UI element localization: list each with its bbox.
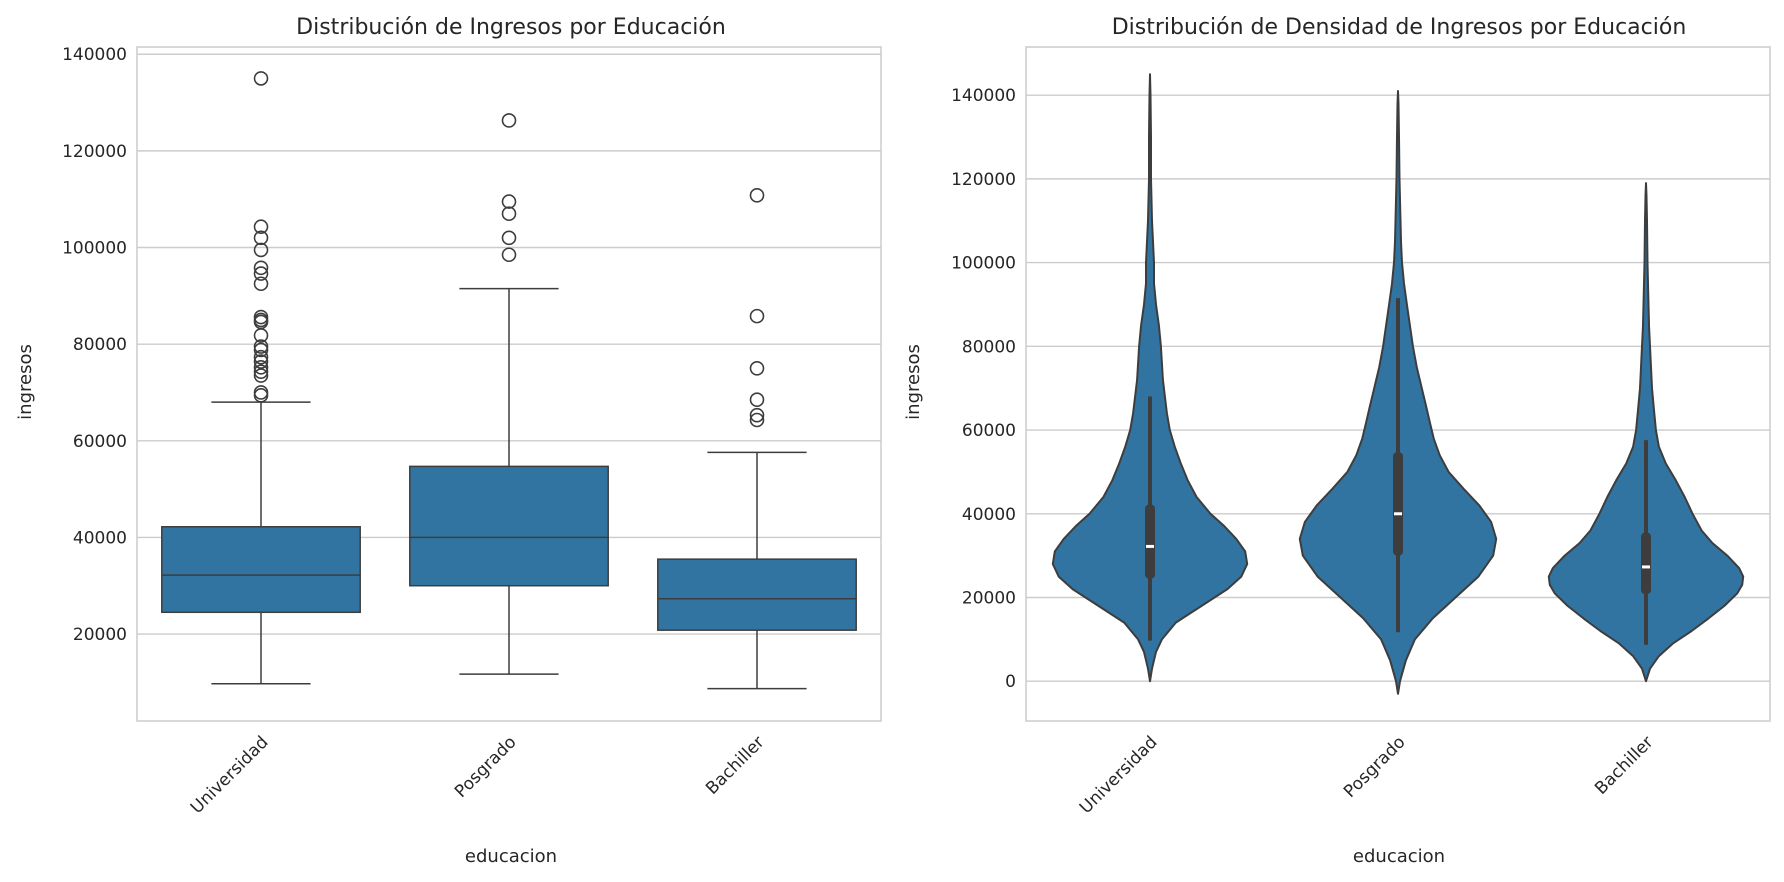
violin-body bbox=[1051, 73, 1249, 683]
box-outlier-point bbox=[749, 412, 765, 428]
violin-ytick-label: 0 bbox=[1005, 672, 1016, 692]
box-outlier-point bbox=[501, 247, 517, 263]
violin-iqr-box bbox=[1393, 452, 1403, 556]
boxplot-axes-frame bbox=[136, 46, 882, 722]
boxplot-xtick-label: Posgrado bbox=[451, 732, 521, 802]
violin-title: Distribución de Densidad de Ingresos por… bbox=[1112, 15, 1687, 40]
boxplot-marks bbox=[161, 71, 857, 690]
box-outlier-point bbox=[253, 339, 269, 354]
boxplot-xtick-label: Bachiller bbox=[702, 732, 768, 798]
boxplot-ylabel: ingresos bbox=[15, 344, 36, 420]
box-outlier-point bbox=[253, 342, 269, 358]
box-outlier-point bbox=[253, 219, 269, 235]
box-outlier-point bbox=[749, 392, 765, 408]
box-outlier-point bbox=[501, 206, 517, 221]
box-iqr bbox=[409, 465, 609, 587]
boxplot-title: Distribución de Ingresos por Educación bbox=[296, 15, 726, 40]
violin-iqr-box bbox=[1641, 532, 1651, 595]
box-outlier-point bbox=[253, 260, 269, 276]
box-outlier-point bbox=[253, 364, 269, 379]
violin-ytick-label: 60000 bbox=[962, 421, 1016, 441]
boxplot-ytick-label: 140000 bbox=[62, 45, 127, 65]
violin-axes-frame bbox=[1025, 46, 1771, 722]
violin-xticks: Universidad Posgrado Bachiller bbox=[1076, 732, 1658, 818]
violin-ylabel: ingresos bbox=[903, 344, 924, 420]
violin-iqr-box bbox=[1145, 504, 1155, 579]
box-outlier-point bbox=[253, 276, 269, 292]
violin-xtick-label: Bachiller bbox=[1591, 732, 1657, 798]
boxplot-yticks: 20000 40000 60000 80000 100000 120000 140000 bbox=[62, 45, 127, 645]
boxplot-ytick-label: 80000 bbox=[73, 335, 127, 355]
box-outlier-point bbox=[253, 354, 269, 369]
violin-ytick-label: 100000 bbox=[951, 254, 1016, 274]
box-outlier-point bbox=[253, 266, 269, 281]
box-outlier-point bbox=[749, 407, 765, 423]
box-outlier-point bbox=[253, 388, 269, 403]
violin-marks bbox=[1051, 73, 1745, 695]
box-outlier-point bbox=[749, 360, 765, 376]
boxplot-ytick-label: 20000 bbox=[73, 625, 127, 645]
violin-ytick-label: 80000 bbox=[962, 337, 1016, 357]
boxplot-ytick-label: 40000 bbox=[73, 528, 127, 548]
boxplot-xticks: Universidad Posgrado Bachiller bbox=[187, 732, 769, 818]
box-outlier-point bbox=[253, 385, 269, 400]
violin-ytick-label: 20000 bbox=[962, 589, 1016, 609]
boxplot-ytick-label: 100000 bbox=[62, 239, 127, 259]
violin-xlabel: educacion bbox=[1353, 846, 1445, 867]
box-outlier-point bbox=[501, 194, 517, 209]
violin-ytick-label: 120000 bbox=[951, 170, 1016, 190]
boxplot-xtick-label: Universidad bbox=[187, 732, 273, 818]
box-outlier-point bbox=[253, 368, 269, 383]
boxplot-xlabel: educacion bbox=[465, 846, 557, 867]
box-outlier-point bbox=[749, 188, 765, 203]
boxplot-panel: Distribución de Ingresos por Educación i… bbox=[15, 15, 882, 867]
box-outlier-point bbox=[501, 230, 517, 246]
box-outlier-point bbox=[749, 308, 765, 324]
violin-xtick-label: Posgrado bbox=[1340, 732, 1410, 802]
violin-ytick-label: 140000 bbox=[951, 86, 1016, 106]
box-outlier-point bbox=[253, 230, 269, 246]
box-outlier-point bbox=[501, 113, 517, 128]
boxplot-ytick-label: 120000 bbox=[62, 142, 127, 162]
violin-xtick-label: Universidad bbox=[1076, 732, 1162, 818]
violin-panel: Distribución de Densidad de Ingresos por… bbox=[903, 15, 1771, 867]
boxplot-ytick-label: 60000 bbox=[73, 432, 127, 452]
box-iqr bbox=[161, 526, 361, 614]
violin-yticks: 0 20000 40000 60000 80000 100000 120000 140000 bbox=[951, 86, 1016, 692]
violin-ytick-label: 40000 bbox=[962, 505, 1016, 525]
box-outlier-point bbox=[253, 242, 269, 258]
box-iqr bbox=[657, 558, 857, 631]
box-outlier-point bbox=[253, 71, 269, 86]
violin-body bbox=[1547, 182, 1745, 683]
box-outlier-point bbox=[253, 328, 269, 343]
box-outlier-point bbox=[253, 360, 269, 375]
box-outlier-point bbox=[253, 349, 269, 365]
